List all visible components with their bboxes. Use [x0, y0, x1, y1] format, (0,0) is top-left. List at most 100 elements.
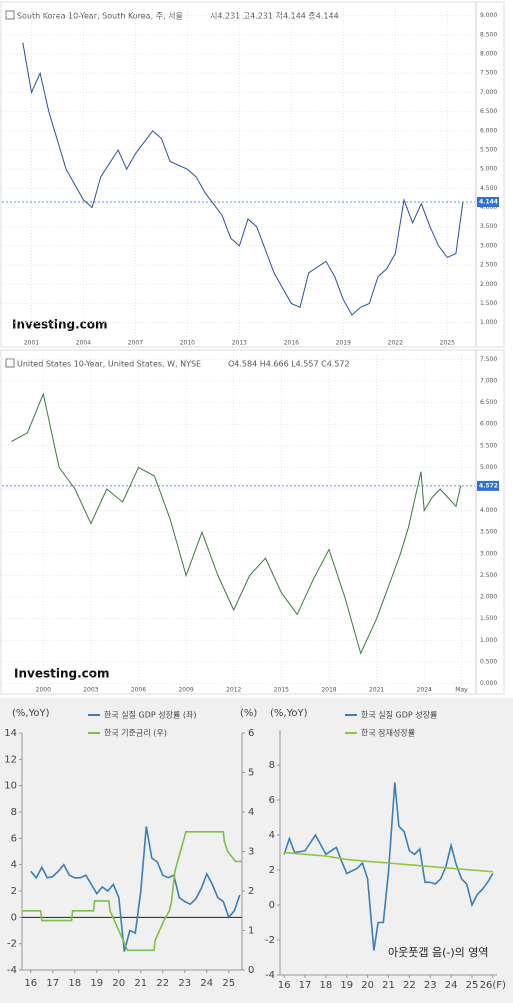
x-tick-label: 2024 [417, 687, 432, 694]
x-tick-label: 2001 [24, 340, 39, 347]
y-tick-label: 3.500 [480, 223, 497, 230]
x-tick-label: 19 [340, 980, 353, 991]
x-tick-label: 18 [320, 980, 333, 991]
x-tick-label: 2003 [83, 687, 98, 694]
x-tick-label: 2016 [284, 340, 299, 347]
y-axis-title: (%,YoY) [270, 708, 308, 719]
x-tick-label: 17 [299, 980, 312, 991]
last-price-label: 4.144 [479, 199, 498, 206]
y-tick-label: 9.000 [480, 12, 497, 19]
x-tick-label: 21 [382, 980, 395, 991]
annotation: 아웃풋갭 음(-)의 영역 [388, 946, 489, 959]
x-tick-label: 25 [466, 980, 479, 991]
y-tick-label: 7.500 [480, 356, 497, 363]
y-tick-label: 6.000 [480, 421, 497, 428]
y2-tick-label: 0 [248, 965, 254, 976]
y-tick-label: 6.000 [480, 127, 497, 134]
y-tick-label: 7.000 [480, 89, 497, 96]
y-tick-label: 0.500 [480, 658, 497, 665]
x-tick-label: 2013 [232, 340, 247, 347]
last-price-box [477, 480, 499, 491]
y-tick-label: 1.500 [480, 615, 497, 622]
y-tick-label: 6 [11, 833, 17, 844]
collapse-icon[interactable] [5, 10, 15, 20]
legend-label: 한국 기준금리 (우) [104, 729, 167, 738]
x-tick-label: 2025 [440, 340, 455, 347]
y-tick-label: 7.500 [480, 70, 497, 77]
y-tick-label: 2.000 [480, 594, 497, 601]
chart-title: United States 10-Year, United States, W,… [17, 360, 201, 369]
x-tick-label: 22 [156, 978, 169, 989]
y-tick-label: 2 [11, 886, 17, 897]
y-tick-label: 4.000 [480, 204, 497, 211]
series-line [284, 851, 493, 873]
y-tick-label: 5.000 [480, 464, 497, 471]
x-tick-label: 2010 [180, 340, 195, 347]
y-tick-label: 8 [269, 760, 275, 771]
ohlc-text: 시4.231 고4.231 저4.144 종4.144 [210, 12, 339, 21]
y-tick-label: 2 [269, 865, 275, 876]
y-tick-label: -4 [265, 970, 275, 981]
y2-tick-label: 4 [248, 807, 254, 818]
x-tick-label: May [455, 687, 468, 694]
source-logo: Investing.com [14, 667, 110, 681]
y-tick-label: 1.000 [480, 319, 497, 326]
series-line [22, 831, 242, 952]
x-tick-label: 16 [278, 980, 291, 991]
y-tick-label: 14 [4, 728, 17, 739]
source-logo: Investing.com [12, 318, 108, 332]
x-tick-label: 2007 [128, 340, 143, 347]
legend-label: 한국 실질 GDP 성장률 (좌) [104, 710, 196, 720]
last-price-label: 4.572 [479, 482, 498, 489]
series-line [22, 42, 464, 316]
y-tick-label: 4 [269, 830, 275, 841]
y-tick-label: 4.500 [480, 185, 497, 192]
y-tick-label: 5.000 [480, 166, 497, 173]
x-tick-label: 22 [403, 980, 416, 991]
chart-title: South Korea 10-Year, South Korea, 주, 서울 [17, 12, 183, 21]
x-tick-label: 2004 [76, 340, 91, 347]
y-tick-label: 12 [4, 754, 17, 765]
panel-frame [0, 349, 505, 695]
y-tick-label: 5.500 [480, 442, 497, 449]
series-line [11, 392, 462, 655]
y-tick-label: 5.500 [480, 146, 497, 153]
y-tick-label: 6.500 [480, 108, 497, 115]
y-tick-label: 8.500 [480, 31, 497, 38]
y-tick-label: 7.000 [480, 377, 497, 384]
y-tick-label: 8.000 [480, 51, 497, 58]
y-tick-label: 1.000 [480, 637, 497, 644]
y-tick-label: 6.500 [480, 399, 497, 406]
ohlc-text: O4.584 H4.666 L4.557 C4.572 [228, 360, 350, 369]
x-tick-label: 2018 [321, 687, 336, 694]
x-tick-label: 2022 [388, 340, 403, 347]
x-tick-label: 2012 [226, 687, 241, 694]
y-tick-label: 3.000 [480, 242, 497, 249]
x-tick-label: 2021 [369, 687, 384, 694]
y-tick-label: 0 [11, 912, 17, 923]
y-tick-label: 0 [269, 900, 275, 911]
y-tick-label: 3.500 [480, 529, 497, 536]
x-tick-label: 16 [24, 978, 37, 989]
x-tick-label: 20 [361, 980, 374, 991]
x-tick-label: 2000 [36, 687, 51, 694]
x-tick-label: 20 [112, 978, 125, 989]
x-tick-label: 21 [134, 978, 147, 989]
y-tick-label: -4 [7, 965, 17, 976]
collapse-icon[interactable] [5, 358, 15, 368]
y2-tick-label: 5 [248, 768, 254, 779]
y-tick-label: 8 [11, 807, 17, 818]
x-tick-label: 24 [445, 980, 458, 991]
x-tick-label: 18 [68, 978, 81, 989]
y-tick-label: 1.500 [480, 300, 497, 307]
y-tick-label: -2 [7, 939, 17, 950]
x-tick-label: 17 [46, 978, 59, 989]
y-tick-label: 10 [4, 781, 17, 792]
y2-tick-label: 3 [248, 847, 254, 858]
y-tick-label: 2.500 [480, 262, 497, 269]
y-tick-label: -2 [265, 935, 275, 946]
x-tick-label: 2019 [336, 340, 351, 347]
panel-background [0, 698, 513, 1003]
last-price-box [477, 197, 499, 208]
